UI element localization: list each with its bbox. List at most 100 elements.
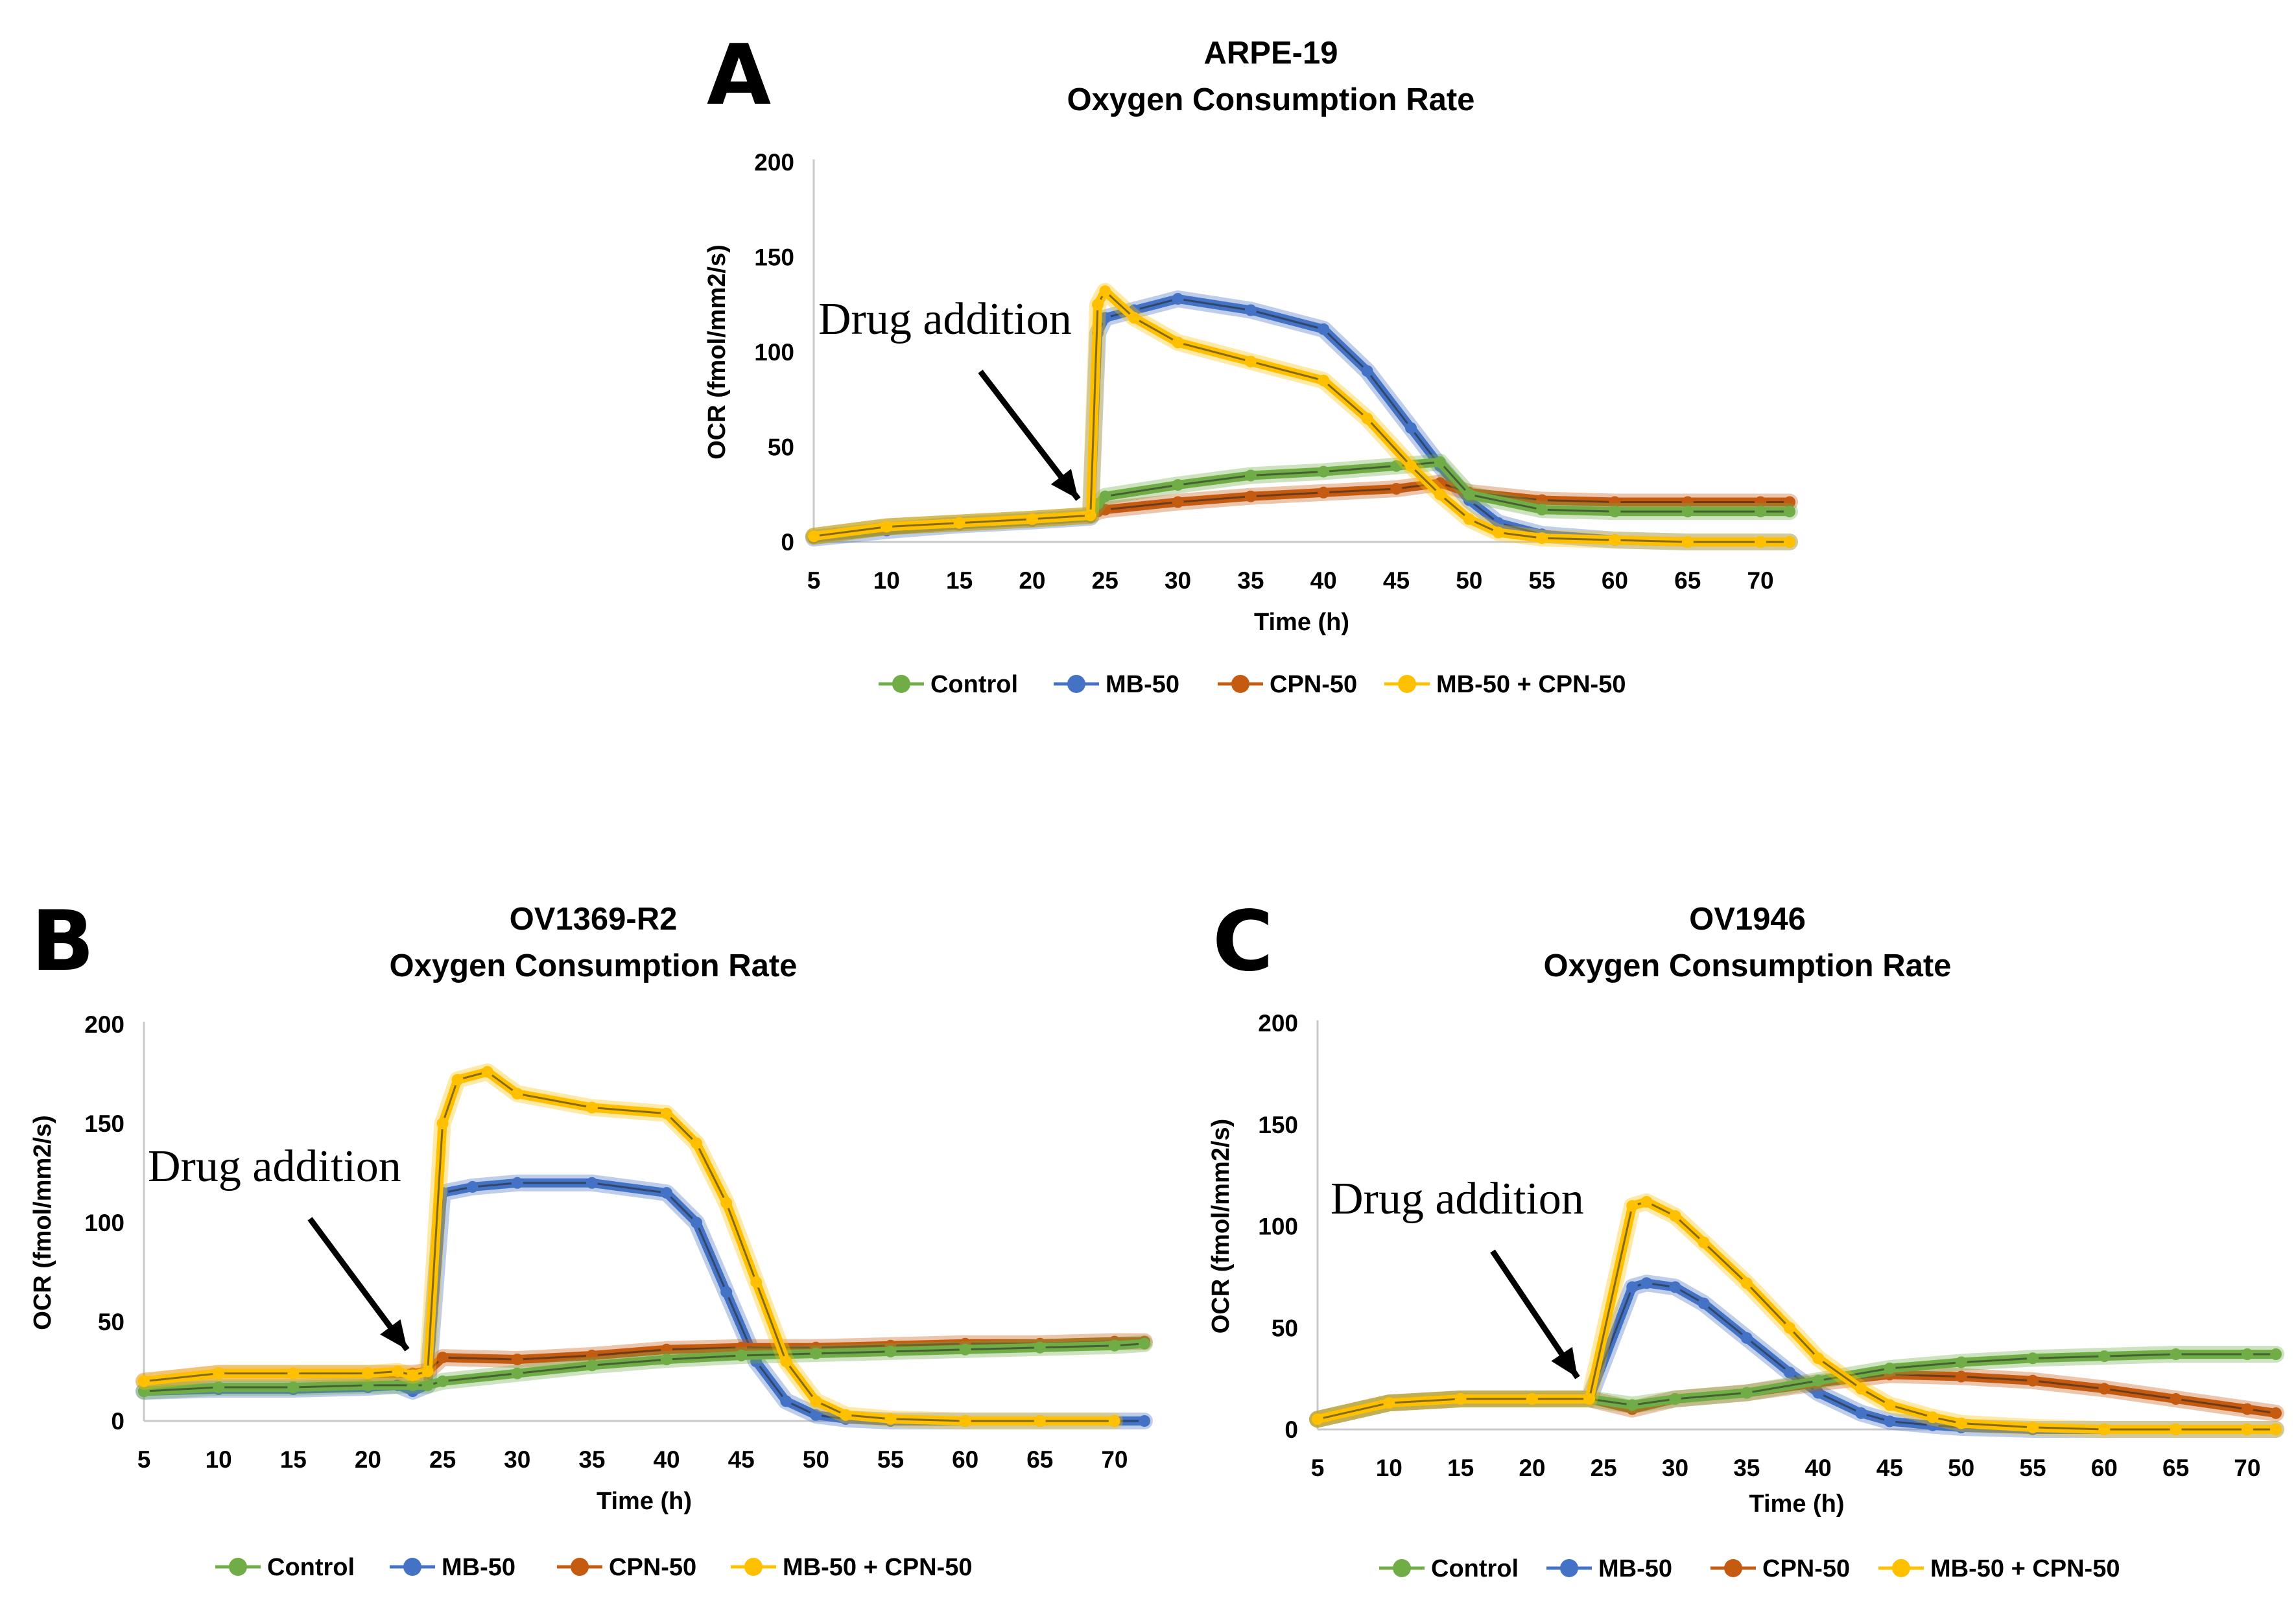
legend-label: CPN-50 <box>609 1554 696 1581</box>
data-point <box>2241 1424 2253 1435</box>
legend-swatch-marker <box>1398 675 1416 693</box>
data-point <box>1812 1352 1825 1365</box>
data-point <box>661 1354 672 1366</box>
data-point <box>1681 496 1694 508</box>
data-point <box>1383 1397 1395 1409</box>
data-point <box>1626 1281 1639 1293</box>
x-tick-label: 60 <box>2091 1455 2118 1481</box>
legend-swatch-marker <box>1231 675 1249 693</box>
data-point <box>1172 336 1184 349</box>
data-point <box>1128 312 1141 324</box>
data-point <box>2241 1403 2253 1415</box>
data-point <box>1318 323 1330 335</box>
data-point <box>1755 496 1767 508</box>
drug-addition-annotation: Drug addition <box>1331 1174 1584 1224</box>
data-point <box>1463 488 1475 500</box>
data-point <box>1884 1415 1896 1427</box>
legend-label: Control <box>930 671 1018 698</box>
data-point <box>1405 460 1417 472</box>
x-tick-label: 20 <box>1019 567 1045 594</box>
x-tick-label: 30 <box>504 1446 530 1473</box>
y-axis-title: OCR (fmol/mm2/s) <box>704 244 731 459</box>
data-point <box>1884 1362 1896 1374</box>
data-point <box>1784 1322 1795 1334</box>
y-tick-label: 150 <box>84 1110 124 1137</box>
x-tick-label: 5 <box>137 1446 151 1473</box>
data-point <box>586 1359 598 1372</box>
y-tick-label: 100 <box>754 339 794 366</box>
data-point <box>2170 1424 2182 1435</box>
x-tick-label: 50 <box>1948 1455 1974 1481</box>
data-point <box>1108 1339 1120 1352</box>
data-point <box>780 1356 792 1368</box>
data-point <box>1244 469 1257 482</box>
legend-swatch-marker <box>403 1558 421 1576</box>
data-point <box>1536 532 1548 545</box>
data-point <box>2098 1350 2111 1363</box>
data-point <box>392 1365 404 1378</box>
x-tick-label: 25 <box>1092 567 1118 594</box>
legend-label: MB-50 + CPN-50 <box>783 1554 972 1581</box>
data-point <box>720 1286 733 1298</box>
panel-letter: B <box>31 893 95 990</box>
data-point <box>1026 513 1038 525</box>
data-point <box>884 1413 897 1425</box>
data-point <box>511 1177 523 1189</box>
x-tick-label: 45 <box>1876 1455 1903 1481</box>
data-point <box>1361 412 1373 425</box>
data-point <box>2170 1393 2182 1405</box>
data-point <box>1099 490 1111 502</box>
y-axis-title: OCR (fmol/mm2/s) <box>29 1115 56 1330</box>
data-point <box>1526 1393 1538 1405</box>
data-point <box>1172 496 1184 508</box>
series-mb-50-cpn-50 <box>1309 1193 2284 1438</box>
y-tick-label: 0 <box>111 1408 124 1435</box>
chart-title: ARPE-19 <box>1204 36 1338 71</box>
data-point <box>1609 506 1621 518</box>
data-point <box>808 530 820 543</box>
data-point <box>1698 1297 1710 1309</box>
data-point <box>1812 1374 1825 1387</box>
data-point <box>1681 536 1694 548</box>
data-point <box>1626 1399 1639 1411</box>
data-point <box>780 1395 792 1407</box>
data-point <box>1784 496 1795 508</box>
y-tick-label: 150 <box>1258 1112 1298 1138</box>
data-point <box>2027 1421 2039 1433</box>
data-point <box>884 1345 897 1357</box>
data-point <box>691 1217 703 1228</box>
annotation-arrowhead <box>1551 1346 1578 1378</box>
data-point <box>362 1367 374 1379</box>
data-point <box>138 1385 150 1398</box>
x-tick-label: 40 <box>653 1446 680 1473</box>
legend-label: MB-50 <box>1598 1555 1672 1582</box>
y-tick-label: 100 <box>84 1210 124 1236</box>
data-point <box>1855 1383 1867 1395</box>
data-point <box>511 1354 523 1366</box>
legend-swatch-marker <box>1892 1559 1910 1577</box>
legend-swatch-marker <box>1393 1559 1411 1577</box>
x-tick-label: 60 <box>952 1446 978 1473</box>
data-point <box>1390 460 1402 472</box>
series-mb-50-cpn-50 <box>805 283 1798 550</box>
data-point <box>1740 1332 1753 1344</box>
panel-letter: A <box>707 27 771 124</box>
data-point <box>1244 355 1257 368</box>
x-tick-label: 70 <box>1101 1446 1128 1473</box>
data-point <box>881 521 893 533</box>
data-point <box>720 1197 733 1209</box>
data-point <box>1755 536 1767 548</box>
x-axis-title: Time (h) <box>1749 1490 1844 1518</box>
data-point <box>1312 1413 1323 1426</box>
x-tick-label: 40 <box>1805 1455 1832 1481</box>
drug-addition-annotation: Drug addition <box>818 294 1072 344</box>
data-point <box>421 1365 434 1378</box>
x-tick-label: 25 <box>429 1446 456 1473</box>
data-point <box>1955 1417 1967 1429</box>
data-point <box>1955 1356 1967 1368</box>
data-point <box>1812 1387 1825 1399</box>
data-point <box>451 1074 464 1086</box>
data-point <box>436 1118 449 1129</box>
data-point <box>2241 1348 2253 1360</box>
x-tick-label: 50 <box>1456 567 1482 594</box>
